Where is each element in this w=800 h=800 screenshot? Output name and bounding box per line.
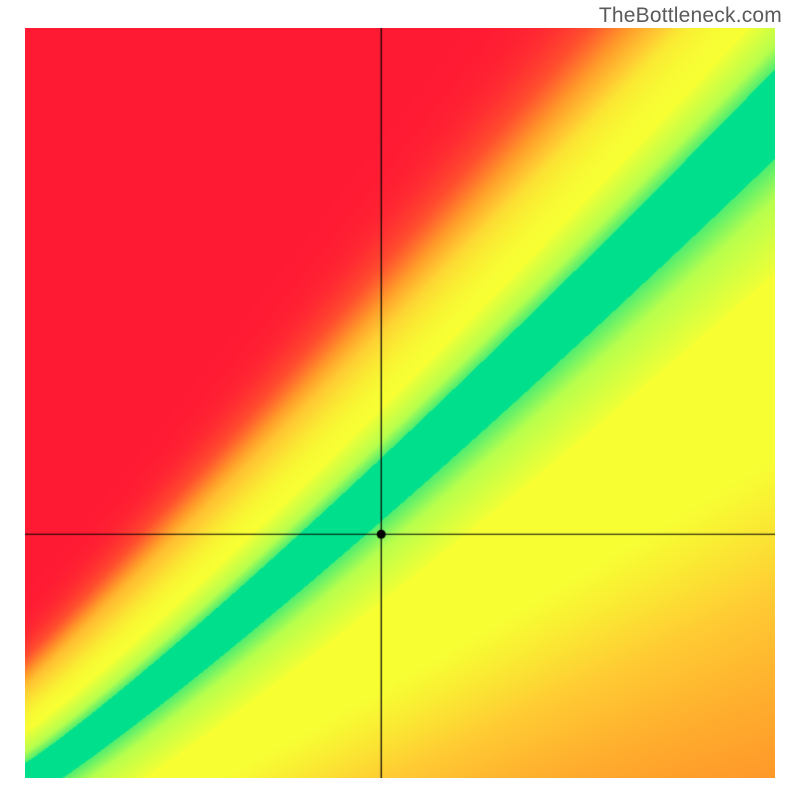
bottleneck-heatmap — [25, 28, 775, 778]
chart-container: TheBottleneck.com — [0, 0, 800, 800]
watermark-text: TheBottleneck.com — [599, 4, 782, 28]
